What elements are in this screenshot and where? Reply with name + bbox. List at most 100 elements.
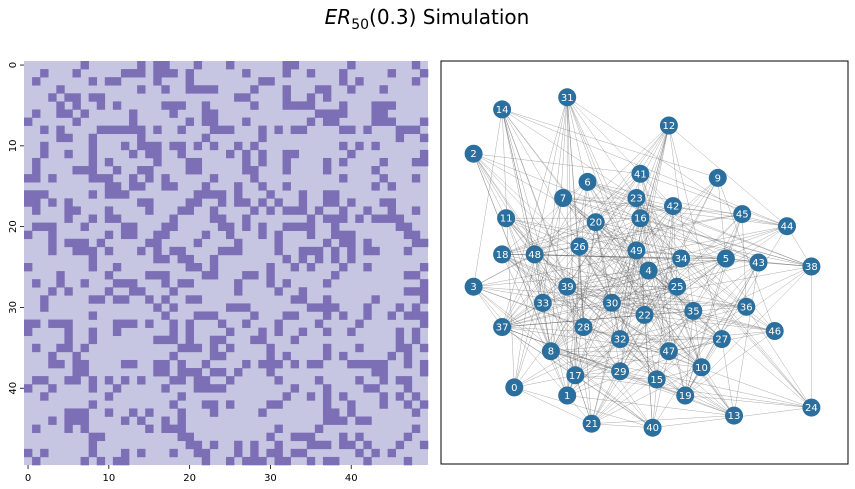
heatmap-cell: [347, 359, 356, 369]
network-node: [570, 237, 589, 256]
network-edge: [567, 97, 637, 251]
heatmap-cell: [347, 254, 356, 264]
heatmap-cell: [290, 149, 300, 159]
heatmap-cell: [120, 222, 130, 231]
heatmap-cell: [242, 93, 251, 102]
network-edge: [473, 286, 653, 428]
network-edge: [514, 254, 535, 388]
network-edge: [501, 205, 674, 328]
network-node-label: 19: [679, 391, 692, 402]
network-node: [611, 362, 630, 381]
heatmap-cell: [290, 335, 300, 345]
network-node: [659, 116, 678, 135]
network-node: [659, 342, 678, 361]
network-node: [493, 245, 512, 264]
network-edge: [502, 109, 718, 179]
network-edge: [567, 125, 670, 287]
heatmap-cell: [282, 149, 291, 159]
network-edge: [567, 286, 747, 307]
heatmap-cell: [266, 359, 275, 369]
heatmap-cell: [298, 125, 308, 135]
heatmap-cell: [290, 295, 300, 304]
heatmap-cell: [120, 448, 130, 458]
network-node-label: 23: [630, 194, 643, 205]
heatmap-cell: [331, 303, 340, 312]
heatmap-cell: [161, 222, 170, 231]
heatmap-cell: [169, 376, 178, 385]
heatmap-cell: [419, 133, 429, 143]
heatmap-cell: [282, 254, 291, 264]
heatmap-cell: [209, 440, 219, 450]
heatmap-cell: [177, 246, 186, 256]
network-node-label: 48: [528, 250, 541, 261]
network-edge: [473, 153, 621, 372]
network-edge: [591, 286, 678, 424]
heatmap-cell: [339, 440, 348, 450]
heatmap-cell: [403, 271, 413, 280]
heatmap-cell: [96, 174, 106, 183]
network-edge: [567, 222, 596, 396]
heatmap-cell: [32, 77, 41, 86]
heatmap-cell: [355, 359, 364, 369]
heatmap-cell: [339, 432, 348, 442]
network-edge: [567, 97, 743, 215]
network-node: [464, 144, 483, 163]
network-edge: [611, 218, 641, 303]
network-node-label: 15: [650, 375, 663, 386]
heatmap-cell: [153, 141, 162, 151]
heatmap-cell: [209, 125, 219, 135]
heatmap-cell: [193, 448, 203, 458]
network-edge: [595, 222, 722, 340]
heatmap-cell: [145, 149, 154, 159]
x-tick-label: 30: [264, 473, 277, 484]
heatmap-cell: [419, 263, 429, 272]
heatmap-cell: [153, 125, 162, 135]
heatmap-cell: [56, 359, 65, 369]
heatmap-cell: [24, 117, 33, 126]
heatmap-cell: [347, 327, 356, 337]
heatmap-cell: [129, 182, 138, 191]
network-edge: [505, 218, 621, 372]
network-node-label: 18: [496, 250, 509, 261]
heatmap-cell: [363, 125, 372, 135]
network-edge: [579, 246, 649, 271]
heatmap-cell: [88, 246, 98, 256]
network-node-label: 43: [752, 258, 765, 269]
heatmap-cell: [40, 125, 49, 135]
network-edges: [473, 97, 812, 428]
heatmap-cell: [104, 214, 114, 223]
heatmap-cell: [395, 214, 405, 223]
heatmap-cell: [161, 271, 170, 280]
heatmap-cell: [104, 77, 114, 86]
heatmap-cell: [129, 359, 138, 369]
heatmap-cell: [153, 69, 162, 78]
heatmap-cell: [282, 93, 291, 102]
heatmap-cell: [24, 384, 33, 393]
network-node: [611, 330, 630, 349]
heatmap-cell: [306, 246, 316, 256]
heatmap-cell: [226, 61, 235, 70]
heatmap-cell: [306, 101, 316, 110]
heatmap-cell: [56, 101, 65, 110]
heatmap-cell: [379, 117, 388, 126]
heatmap-cell: [266, 432, 275, 442]
heatmap-cell: [387, 198, 396, 207]
heatmap-cell: [72, 101, 81, 110]
heatmap-cell: [56, 343, 65, 353]
heatmap-cell: [88, 254, 98, 264]
heatmap-cell: [258, 125, 267, 135]
heatmap-cell: [258, 456, 267, 466]
heatmap-cell: [153, 303, 162, 312]
network-edge: [685, 310, 694, 396]
heatmap-cell: [120, 190, 130, 199]
heatmap-cell: [48, 230, 57, 240]
network-node-label: 21: [585, 419, 598, 430]
heatmap-cell: [250, 206, 259, 215]
heatmap-cell: [322, 198, 332, 207]
network-edge: [542, 302, 775, 332]
heatmap-cell: [40, 149, 49, 159]
network-edge: [567, 97, 592, 424]
heatmap-cell: [72, 416, 81, 425]
heatmap-cell: [209, 214, 219, 223]
